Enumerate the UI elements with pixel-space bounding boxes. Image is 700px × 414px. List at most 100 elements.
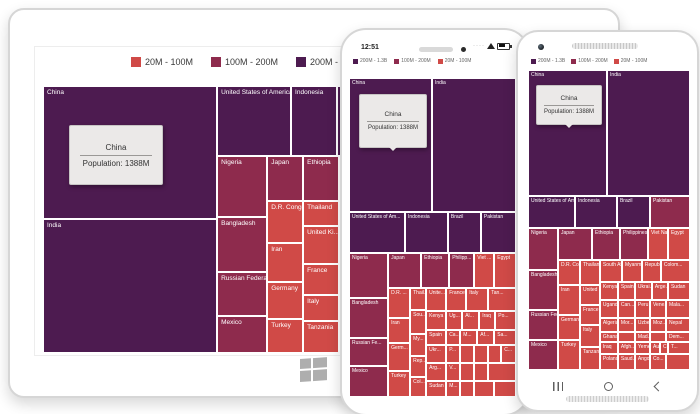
- treemap-cell[interactable]: Ethiopia: [421, 253, 450, 289]
- treemap-cell[interactable]: Nigeria: [349, 253, 389, 299]
- treemap-cell[interactable]: Philipp...: [449, 253, 475, 289]
- treemap-cell[interactable]: Russian Federation: [217, 272, 268, 317]
- treemap-cell[interactable]: Mad...: [634, 332, 650, 343]
- treemap-cell[interactable]: Colom...: [660, 260, 690, 283]
- treemap-cell[interactable]: [460, 345, 475, 364]
- treemap-cell[interactable]: Tan...: [488, 288, 516, 312]
- treemap-cell[interactable]: Thailand: [580, 260, 600, 286]
- treemap-cell[interactable]: Brazil: [447, 211, 481, 254]
- treemap-cell[interactable]: [649, 332, 667, 343]
- treemap-cell[interactable]: Al...: [462, 311, 480, 331]
- treemap-cell[interactable]: Italy: [303, 295, 340, 321]
- treemap-cell[interactable]: India: [43, 218, 218, 353]
- treemap-cell[interactable]: Sa...: [494, 330, 516, 346]
- treemap-cell[interactable]: Japan: [267, 155, 304, 202]
- treemap-cell[interactable]: Bangladesh: [528, 270, 558, 310]
- treemap-cell[interactable]: Philippines: [620, 228, 649, 261]
- treemap-cell[interactable]: Mala...: [666, 300, 690, 319]
- treemap-cell[interactable]: Col...: [410, 377, 427, 397]
- treemap-cell[interactable]: Nepal: [666, 318, 690, 333]
- treemap-cell[interactable]: Yemen: [634, 342, 650, 355]
- treemap-cell[interactable]: Can...: [617, 300, 635, 319]
- treemap-cell[interactable]: Spain: [426, 330, 447, 346]
- treemap-cell[interactable]: [488, 363, 516, 382]
- treemap-cell[interactable]: Unite...: [426, 288, 447, 312]
- treemap-cell[interactable]: [474, 345, 489, 364]
- treemap-cell[interactable]: France: [580, 305, 600, 325]
- treemap-cell[interactable]: Turkey: [388, 371, 411, 397]
- treemap-cell[interactable]: M...: [460, 330, 478, 346]
- treemap-cell[interactable]: Aus...: [649, 342, 661, 355]
- treemap-cell[interactable]: Algeria: [599, 318, 618, 333]
- treemap-cell[interactable]: Ca...: [446, 330, 461, 346]
- treemap-cell[interactable]: [474, 363, 489, 382]
- treemap-cell[interactable]: United States of America: [217, 86, 292, 156]
- treemap-cell[interactable]: V...: [446, 363, 461, 382]
- treemap-cell[interactable]: Kenya: [599, 282, 618, 301]
- treemap-cell[interactable]: Egypt: [494, 253, 516, 289]
- treemap-cell[interactable]: Kenya: [426, 311, 447, 331]
- treemap-cell[interactable]: India: [431, 78, 516, 212]
- treemap-cell[interactable]: Arge...: [651, 282, 668, 301]
- treemap-cell[interactable]: D.R. ...: [388, 288, 411, 319]
- treemap-cell[interactable]: Indonesia: [404, 211, 448, 254]
- treemap-cell[interactable]: Bangladesh: [349, 298, 389, 338]
- treemap-cell[interactable]: Co...: [649, 354, 667, 370]
- treemap-cell[interactable]: [460, 363, 475, 382]
- back-button-icon[interactable]: [653, 381, 664, 391]
- treemap-cell[interactable]: M...: [446, 381, 461, 397]
- treemap-cell[interactable]: Pakistan: [480, 211, 516, 254]
- treemap-cell[interactable]: Afgh...: [617, 342, 635, 355]
- treemap-cell[interactable]: Nigeria: [528, 228, 558, 271]
- treemap-cell[interactable]: Japan: [557, 228, 592, 261]
- treemap-cell[interactable]: Ug...: [446, 311, 463, 331]
- treemap-cell[interactable]: [474, 381, 495, 397]
- treemap-cell[interactable]: Tanzania: [303, 320, 340, 353]
- treemap-cell[interactable]: Republi...: [641, 260, 661, 283]
- treemap-cell[interactable]: Sudan: [426, 381, 447, 397]
- treemap-cell[interactable]: D.R. Con...: [557, 260, 580, 286]
- treemap-cell[interactable]: Egypt: [667, 228, 690, 261]
- treemap-cell[interactable]: Turkey: [267, 319, 304, 353]
- treemap-cell[interactable]: Iraq: [479, 311, 496, 331]
- treemap-cell[interactable]: Pakistan: [649, 196, 690, 229]
- treemap-cell[interactable]: Rep...: [410, 356, 427, 378]
- treemap-cell[interactable]: Uganda: [599, 300, 618, 319]
- treemap-cell[interactable]: Germ...: [388, 343, 411, 372]
- treemap-cell[interactable]: Peru: [634, 300, 650, 319]
- treemap-cell[interactable]: Indonesia: [574, 196, 617, 229]
- treemap-cell[interactable]: Germany: [267, 281, 304, 320]
- treemap-cell[interactable]: [460, 381, 475, 397]
- treemap-cell[interactable]: Russian Federa...: [528, 310, 558, 340]
- treemap-cell[interactable]: Viet ...: [474, 253, 495, 289]
- treemap-cell[interactable]: India: [607, 70, 690, 196]
- treemap-cell[interactable]: Arg...: [426, 363, 447, 382]
- treemap-cell[interactable]: P...: [446, 345, 461, 364]
- treemap-cell[interactable]: Turkey: [557, 340, 580, 370]
- treemap-cell[interactable]: Iran: [267, 242, 304, 282]
- treemap-cell[interactable]: Sudan: [667, 282, 690, 301]
- treemap-cell[interactable]: [494, 381, 516, 397]
- recents-button-icon[interactable]: [552, 381, 563, 391]
- treemap-cell[interactable]: Italy: [580, 325, 600, 347]
- treemap-cell[interactable]: Saud...: [617, 354, 635, 370]
- treemap-cell[interactable]: Iran: [388, 318, 411, 344]
- treemap-cell[interactable]: Brazil: [616, 196, 650, 229]
- treemap-cell[interactable]: Bangladesh: [217, 217, 268, 273]
- treemap-cell[interactable]: Spain: [617, 282, 635, 301]
- treemap-cell[interactable]: Ukrai...: [634, 282, 652, 301]
- treemap-cell[interactable]: Poland: [599, 354, 618, 370]
- treemap-cell[interactable]: Af...: [477, 330, 495, 346]
- treemap-cell[interactable]: Moz...: [649, 318, 667, 333]
- treemap-cell[interactable]: Thailand: [303, 201, 340, 227]
- treemap-cell[interactable]: Ukr...: [426, 345, 447, 364]
- treemap-cell[interactable]: France: [446, 288, 467, 312]
- treemap-cell[interactable]: Germany: [557, 315, 580, 340]
- treemap-cell[interactable]: Iran: [557, 285, 580, 316]
- treemap-cell[interactable]: Indonesia: [291, 86, 338, 156]
- treemap-cell[interactable]: Nigeria: [217, 155, 268, 218]
- treemap-cell[interactable]: Viet Nam: [648, 228, 668, 261]
- treemap-cell[interactable]: Uzbe...: [634, 318, 650, 333]
- treemap-cell[interactable]: Mexico: [528, 340, 558, 370]
- treemap-cell[interactable]: United Ki...: [303, 226, 340, 265]
